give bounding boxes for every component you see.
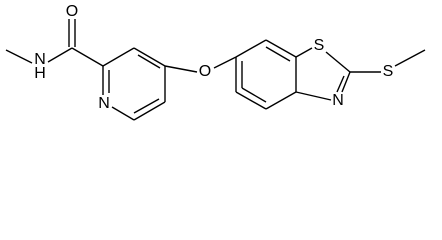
bond bbox=[265, 91, 297, 110]
atom-label: O bbox=[199, 63, 211, 80]
bond bbox=[394, 49, 426, 67]
bond bbox=[133, 47, 166, 67]
atom-label: O bbox=[66, 3, 78, 20]
bond bbox=[265, 46, 291, 62]
atom-label: H bbox=[34, 65, 46, 82]
bond bbox=[133, 101, 166, 121]
bond bbox=[336, 75, 345, 93]
bond bbox=[164, 65, 198, 73]
bond bbox=[295, 47, 313, 58]
bond bbox=[111, 106, 135, 121]
bond bbox=[213, 56, 237, 69]
bond bbox=[235, 39, 267, 58]
bond bbox=[295, 91, 332, 101]
atom-label: N bbox=[332, 92, 344, 109]
atom-label: N bbox=[34, 51, 46, 68]
bond bbox=[235, 91, 267, 110]
bond bbox=[265, 39, 297, 58]
bond bbox=[71, 47, 104, 67]
bonds bbox=[5, 19, 426, 121]
bond bbox=[133, 98, 160, 114]
bond bbox=[47, 47, 73, 63]
atom-label: N bbox=[98, 95, 110, 112]
atom-label: S bbox=[314, 37, 325, 54]
bond bbox=[341, 71, 351, 93]
molecule-diagram: O N H N O S N S bbox=[5, 3, 426, 121]
bond bbox=[102, 47, 135, 67]
bond bbox=[5, 49, 33, 64]
bond bbox=[325, 51, 351, 73]
bond bbox=[137, 54, 161, 69]
atom-labels: O N H N O S N S bbox=[34, 3, 393, 112]
bond bbox=[241, 87, 267, 103]
atom-label: S bbox=[383, 63, 394, 80]
